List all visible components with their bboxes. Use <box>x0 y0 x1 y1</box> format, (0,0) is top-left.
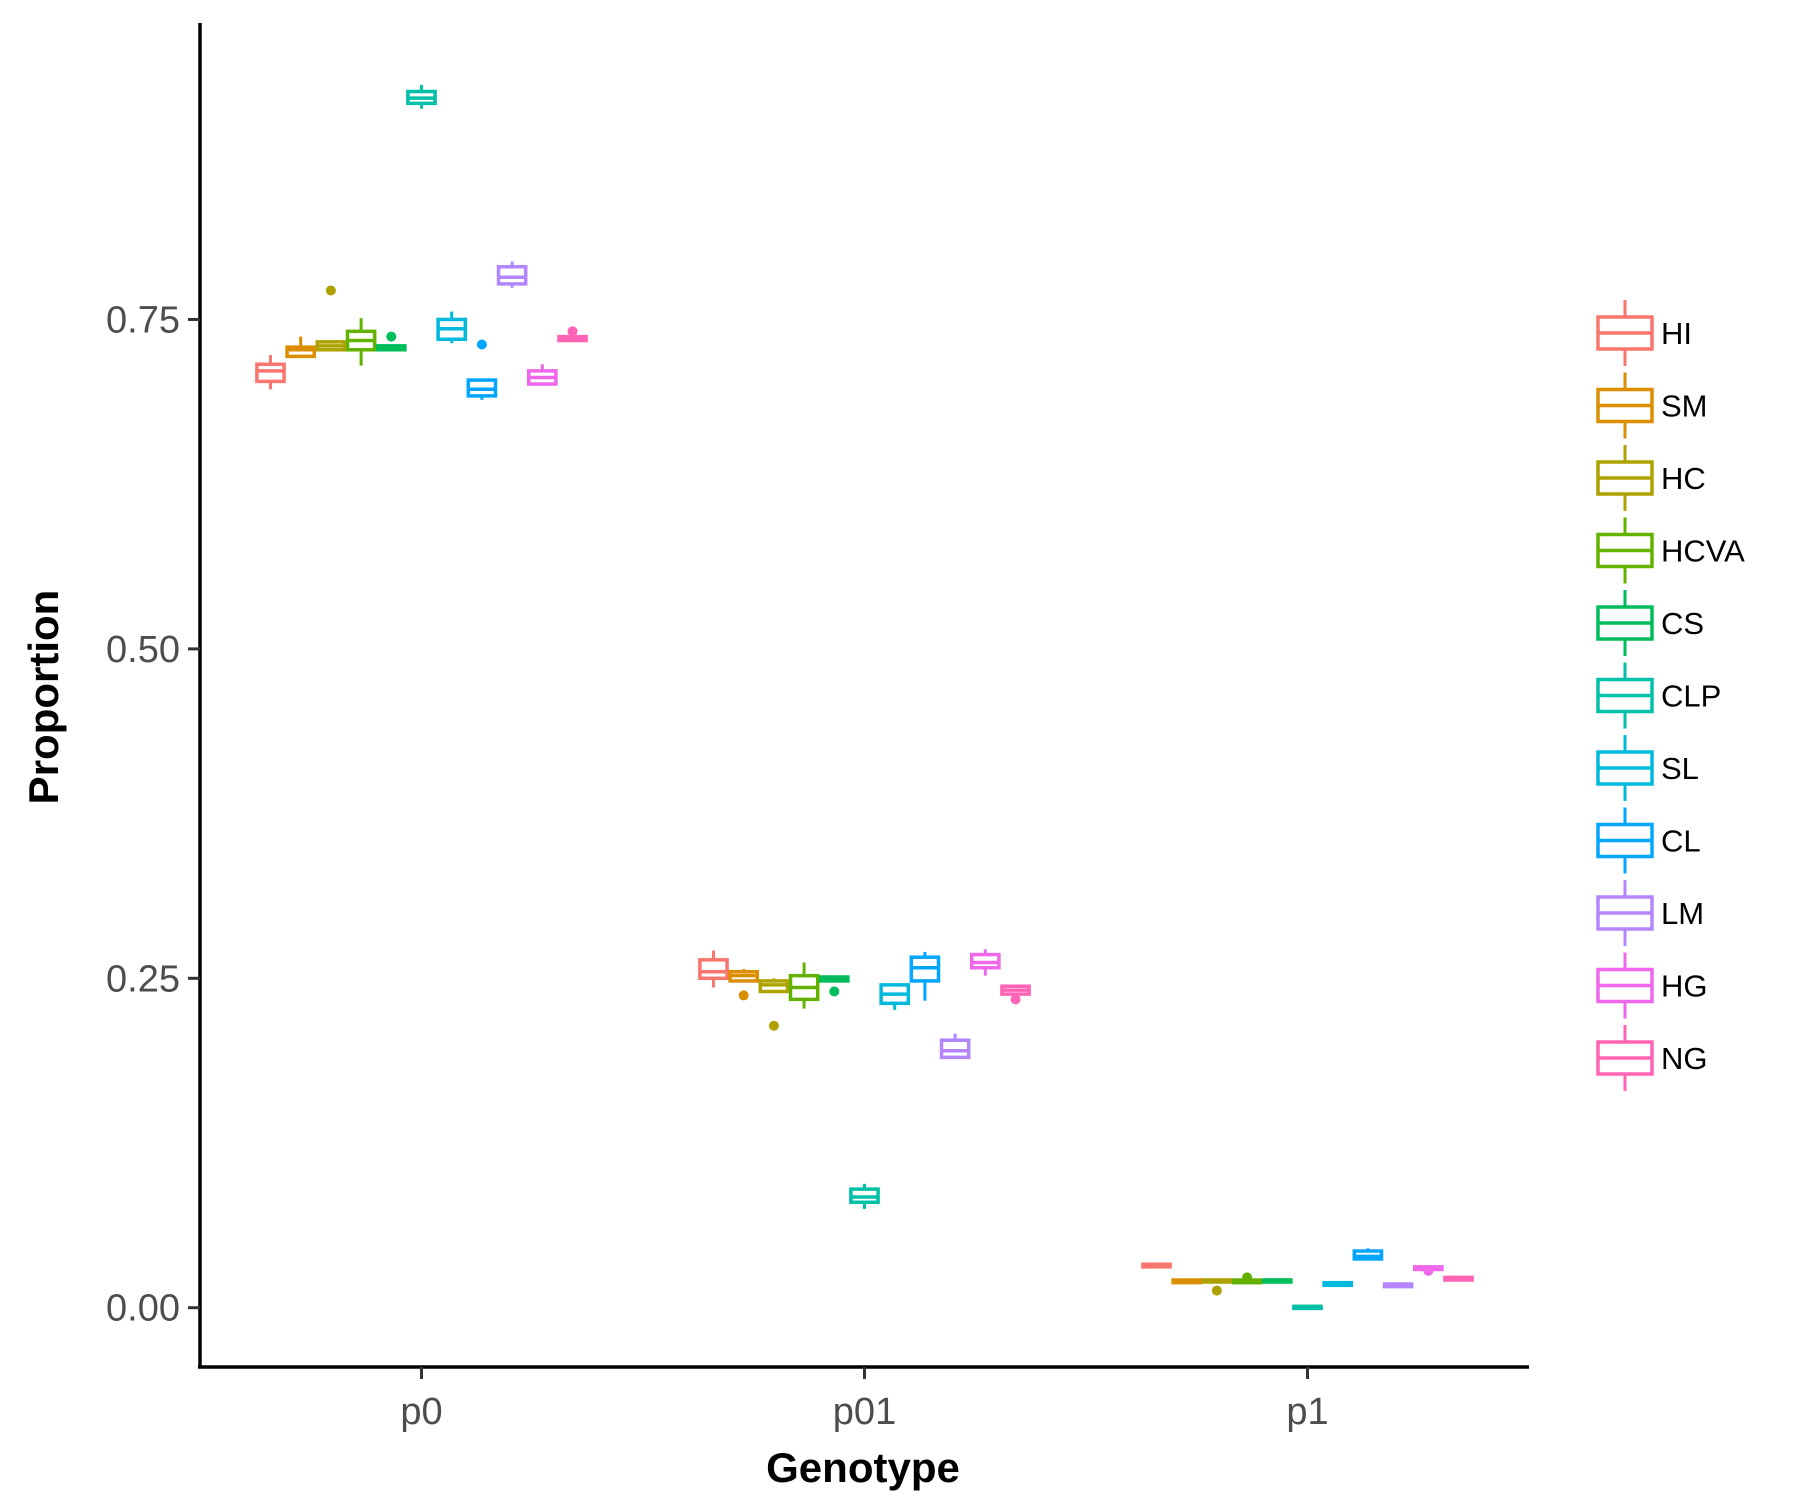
series-cl <box>466 339 1384 1261</box>
axes <box>198 23 1529 1369</box>
x-axis-ticks: p0 p01 p1 <box>400 1367 1329 1433</box>
legend-item-sm: SM <box>1596 372 1708 439</box>
series-hcva <box>345 318 1263 1285</box>
legend-label: CL <box>1661 824 1701 859</box>
x-tick-label: p0 <box>400 1391 442 1433</box>
box <box>698 958 729 981</box>
series-sl <box>436 311 1354 1288</box>
outlier-point <box>738 990 749 1001</box>
box <box>285 345 317 359</box>
series-hi <box>255 355 1172 1269</box>
legend-item-hg: HG <box>1596 952 1708 1019</box>
legend-label: HG <box>1661 969 1708 1004</box>
legend-label: CLP <box>1661 679 1721 714</box>
y-axis-ticks: 0.00 0.25 0.50 0.75 <box>106 299 200 1330</box>
box <box>496 265 528 286</box>
series-clp <box>406 84 1323 1311</box>
outlier-point <box>1423 1265 1434 1276</box>
legend-item-cl: CL <box>1596 807 1701 874</box>
outlier-point <box>829 986 840 997</box>
outlier-point <box>768 1020 779 1031</box>
series-sm <box>285 336 1203 1285</box>
series-hc <box>315 285 1233 1296</box>
legend-item-lm: LM <box>1596 880 1704 946</box>
y-tick-label: 0.50 <box>106 629 180 671</box>
legend-label: HI <box>1661 316 1692 351</box>
legend-label: SM <box>1661 389 1708 424</box>
legend-label: CS <box>1661 606 1704 641</box>
series-lm <box>496 261 1414 1289</box>
legend-item-clp: CLP <box>1596 662 1721 729</box>
series-ng <box>557 326 1474 1282</box>
y-tick-label: 0.75 <box>106 299 180 341</box>
legend-item-hi: HI <box>1596 300 1692 366</box>
legend-item-hcva: HCVA <box>1596 517 1745 584</box>
y-axis-title: Proportion <box>20 590 67 805</box>
legend-label: HCVA <box>1661 534 1745 569</box>
legend-item-ng: NG <box>1596 1025 1708 1091</box>
box <box>255 362 286 384</box>
legend-item-cs: CS <box>1596 590 1704 656</box>
legend-label: NG <box>1661 1041 1708 1076</box>
x-axis-title: Genotype <box>766 1444 960 1491</box>
legend-label: LM <box>1661 896 1704 931</box>
plot-marks <box>255 84 1474 1311</box>
outlier-point <box>325 285 336 296</box>
legend: HI SM HC HCVA CS CLP SL CL LM HG NG <box>1596 300 1745 1091</box>
y-tick-label: 0.25 <box>106 958 180 1000</box>
y-tick-label: 0.00 <box>106 1288 180 1330</box>
x-tick-label: p01 <box>833 1391 896 1433</box>
legend-item-hc: HC <box>1596 445 1706 511</box>
outlier-point <box>1010 994 1021 1005</box>
outlier-point <box>476 339 487 350</box>
outlier-point <box>1211 1285 1222 1296</box>
box <box>939 1038 971 1060</box>
legend-label: HC <box>1661 461 1706 496</box>
series-hg <box>526 364 1444 1276</box>
outlier-point <box>567 326 578 337</box>
legend-label: SL <box>1661 751 1699 786</box>
outlier-point <box>386 331 397 342</box>
outlier-point <box>1242 1272 1253 1283</box>
x-tick-label: p1 <box>1286 1391 1328 1433</box>
legend-item-sl: SL <box>1596 735 1699 801</box>
series-cs <box>375 331 1293 1284</box>
